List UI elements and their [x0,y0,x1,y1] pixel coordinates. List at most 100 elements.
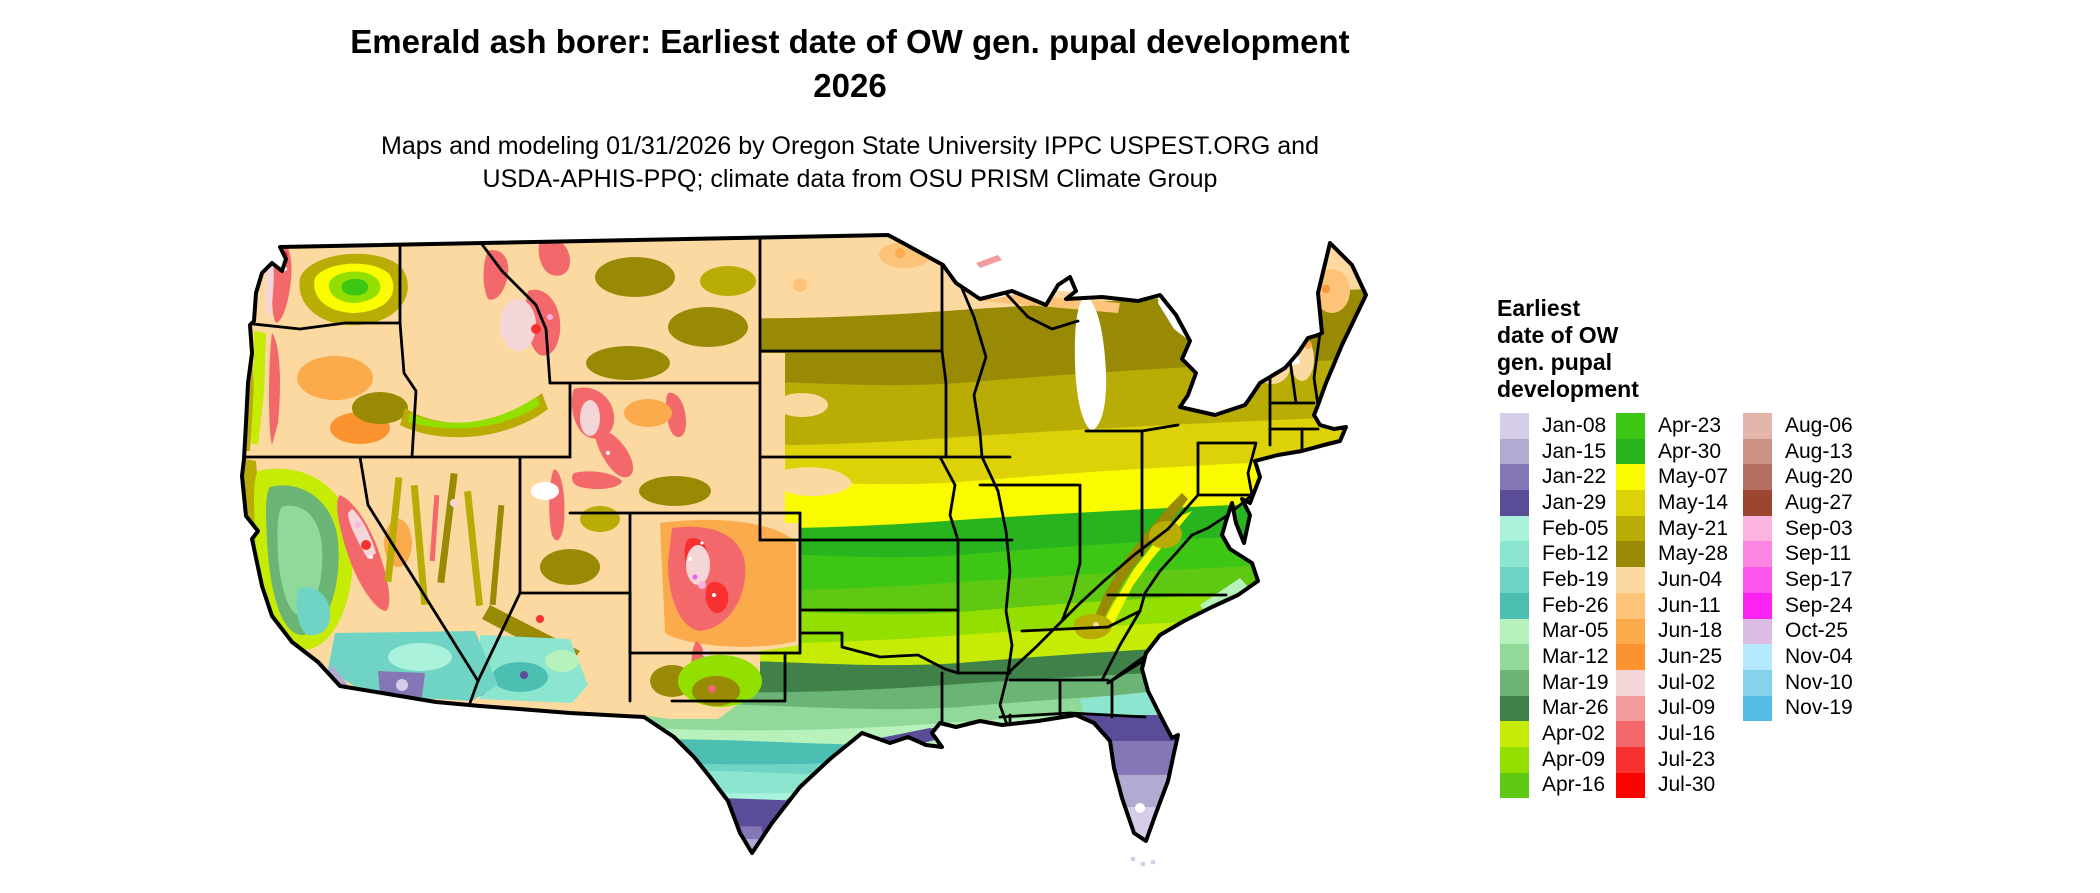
legend-swatch [1616,413,1645,439]
terrain-appalachia-yellow [1102,511,1192,631]
terrain-id-crimson [531,324,541,334]
legend-swatch [1616,515,1645,542]
terrain-uinta-red [572,471,622,489]
legend-label: Jul-30 [1658,773,1716,797]
legend-label: Apr-09 [1542,747,1606,771]
state-line [242,321,402,331]
terrain-id-red1 [483,250,509,300]
isle-royale [976,255,1002,268]
legend-entry: Nov-04 [1743,644,1853,670]
legend-swatch [1743,490,1772,516]
terrain-mt-red [538,236,570,276]
lake-huron [1158,283,1212,345]
legend-swatch [1616,567,1645,593]
legend-label: Aug-20 [1785,465,1853,489]
legend-title-line: date of OW [1497,322,1619,348]
terrain-se-or-olive [352,392,408,424]
legend-entry: Oct-25 [1743,618,1853,645]
legend-label: Apr-23 [1658,413,1722,437]
state-line [998,711,1147,719]
state-line [1138,533,1194,613]
state-line [1312,331,1322,407]
legend-swatch [1500,746,1529,773]
legend-entry: May-07 [1616,464,1728,491]
terrain-co-snow1 [688,557,692,561]
state-line [1060,483,1082,623]
terrain-wy-pink [580,400,600,436]
state-line [1020,609,1142,633]
legend-column-2: Apr-23 Apr-30 May-07 May-14 May-21 May-28 Jun-… [1616,413,1729,799]
legend-swatch [1616,772,1645,799]
terrain-nv-range4 [464,490,484,606]
band-mar-12 [242,683,1366,853]
legend-entry: Jul-02 [1616,669,1728,696]
terrain-mojave-pale [388,643,452,671]
florida-keys [1130,856,1156,867]
legend-label: May-21 [1658,516,1729,540]
legend-label: Sep-03 [1785,516,1853,540]
legend: Earliest date of OW gen. pupal developme… [1497,295,2057,799]
legend-entry: Feb-05 [1500,515,1609,542]
terrain-wy-snow [606,451,610,455]
legend-label: May-28 [1658,542,1729,566]
great-salt-lake [531,482,559,500]
legend-swatch [1616,695,1645,722]
legend-label: Feb-19 [1542,567,1609,591]
terrain-imperial-lav [396,679,408,691]
title-block: Emerald ash borer: Earliest date of OW g… [0,20,1700,196]
legend-title-line: gen. pupal [1497,349,1612,375]
legend-entry: Nov-19 [1743,695,1853,722]
terrain-ut-olive1 [540,549,600,585]
lake-superior [940,239,1108,299]
terrain-nv-range1 [384,476,403,583]
terrain-mt-olive1 [595,257,675,297]
legend-label: Jan-08 [1542,413,1607,437]
terrain-az-teal [492,662,548,692]
terrain-bighorn-red [665,392,686,438]
terrain-az-peak [536,615,544,623]
legend-entry: Apr-09 [1500,746,1609,773]
terrain-badlands [776,393,828,417]
state-line [1100,609,1142,682]
legend-swatch [1500,490,1529,516]
legend-entry: Sep-17 [1743,567,1853,593]
legend-swatch [1616,541,1645,568]
terrain-windriver-red [595,428,634,478]
legend-label: Mar-05 [1542,619,1609,643]
legend-entry: Feb-19 [1500,567,1609,593]
legend-label: Oct-25 [1785,619,1849,643]
legend-swatch [1743,413,1772,439]
legend-swatch [1743,541,1772,568]
terrain-wy-orange [624,399,672,427]
terrain-ut-olive2 [580,506,620,532]
legend-swatch [1500,592,1529,619]
band-jan-08 [242,833,1366,853]
legend-swatch [1500,644,1529,670]
legend-title: Earliest date of OW gen. pupal developme… [1497,295,2057,403]
terrain-ca-valley-core [277,505,323,615]
keys-dot2 [1140,861,1146,867]
legend-title-line: development [1497,376,1639,402]
legend-label: Jul-16 [1658,722,1716,746]
terrain-id-magenta [547,314,553,320]
legend-entry: Apr-23 [1616,413,1728,439]
legend-swatch [1743,438,1772,465]
legend-entry: Apr-30 [1616,438,1728,465]
great-lakes [531,239,1300,813]
legend-label: Jul-23 [1658,747,1716,771]
state-line [1006,493,1200,675]
legend-swatch [1743,695,1772,722]
terrain-or-cascades-red [269,333,280,445]
legend-entry: Jan-29 [1500,490,1609,516]
legend-entry: Jun-11 [1616,592,1728,619]
legend-swatch [1743,618,1772,645]
state-line [998,285,1080,331]
legend-swatch [1500,541,1529,568]
terrain-davis-olive [692,676,740,706]
legend-label: Mar-12 [1542,645,1609,669]
legend-swatch [1743,567,1772,593]
state-line [938,455,960,542]
page-subtitle: Maps and modeling 01/31/2026 by Oregon S… [0,130,1700,196]
terrain-mt-olive3 [586,346,670,380]
